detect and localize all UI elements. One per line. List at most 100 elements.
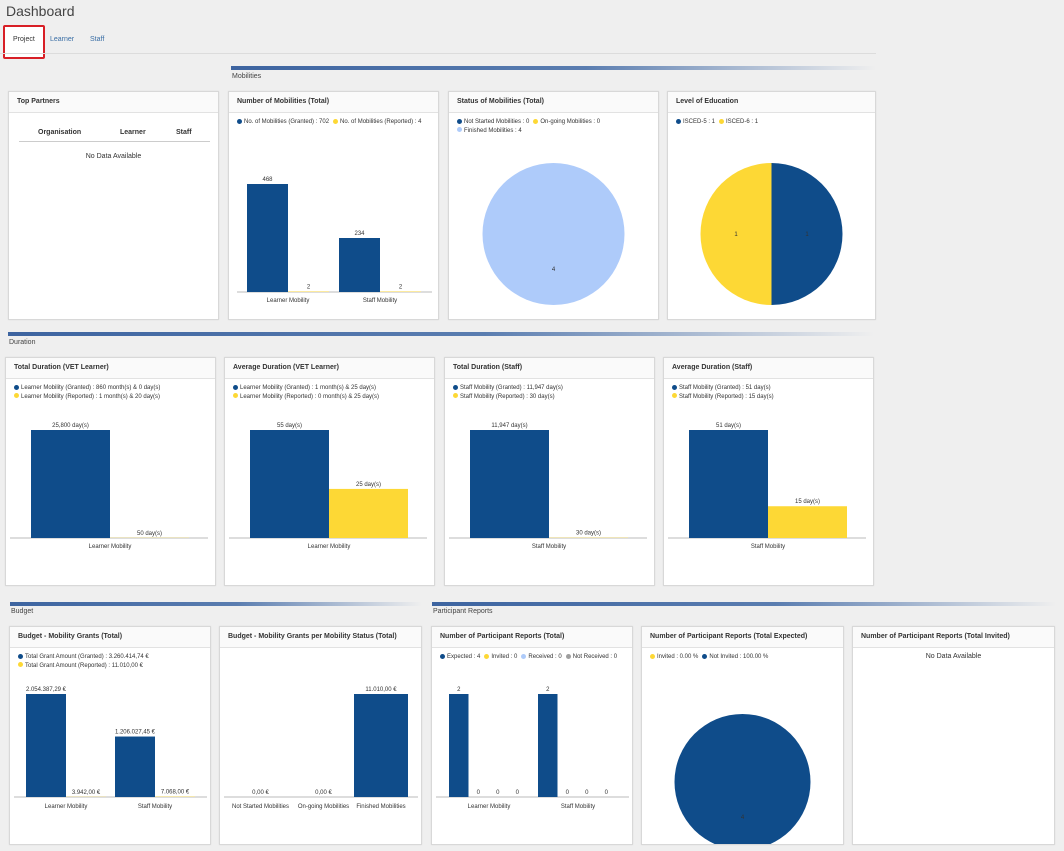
category-label: Learner Mobility <box>308 544 351 550</box>
legend-label: ISCED-5 : 1 <box>683 119 716 125</box>
category-label: On-going Mobilities <box>298 804 349 810</box>
legend-item[interactable]: Total Grant Amount (Reported) : 11.010,0… <box>18 662 143 671</box>
card-participant-reports-total: Number of Participant Reports (Total) Ex… <box>431 626 633 845</box>
card-average-duration-staff: Average Duration (Staff) Staff Mobility … <box>663 357 874 586</box>
card-title: Status of Mobilities (Total) <box>449 92 658 113</box>
data-label: 7.068,00 € <box>161 790 190 796</box>
data-label: 30 day(s) <box>576 531 601 537</box>
legend: Expected : 4 Invited : 0 Received : 0 Not R… <box>440 653 628 662</box>
column-header-organisation[interactable]: Organisation <box>38 129 82 136</box>
card-title: Top Partners <box>9 92 218 113</box>
category-label: Staff Mobility <box>363 298 397 304</box>
legend: Not Started Mobilities : 0 On-going Mobil… <box>457 118 654 135</box>
section-bar-duration <box>8 332 874 336</box>
legend-item[interactable]: Learner Mobility (Reported) : 1 month(s)… <box>14 393 160 402</box>
card-total-duration-staff: Total Duration (Staff) Staff Mobility (G… <box>444 357 655 586</box>
section-label-duration: Duration <box>9 339 36 346</box>
data-label: 1.206.027,45 € <box>115 730 156 736</box>
data-label: 2 <box>399 285 403 291</box>
tab-staff[interactable]: Staff <box>90 36 105 43</box>
legend-item[interactable]: Staff Mobility (Reported) : 30 day(s) <box>453 393 555 402</box>
legend-item[interactable]: No. of Mobilities (Reported) : 4 <box>333 118 421 127</box>
data-label: 3.942,00 € <box>72 790 101 796</box>
legend-swatch <box>237 118 242 124</box>
card-title: Number of Participant Reports (Total Inv… <box>853 627 1054 648</box>
tab-divider <box>0 53 876 54</box>
legend-item[interactable]: ISCED-6 : 1 <box>719 118 758 127</box>
legend-item[interactable]: Invited : 0.00 % <box>650 653 698 662</box>
chart-average-duration-staff: 51 day(s) 15 day(s) Staff Mobility <box>668 423 866 550</box>
chart-mobilities-total: 468 2 Learner Mobility 234 2 Staff Mobility <box>237 177 432 304</box>
chart-mobilities-status: 4 <box>482 163 625 305</box>
legend-label: Received : 0 <box>528 654 562 660</box>
legend-label: Learner Mobility (Granted) : 1 month(s) … <box>240 385 377 391</box>
column-header-learner[interactable]: Learner <box>120 129 146 136</box>
data-label: 11.010,00 € <box>365 687 397 693</box>
legend-item[interactable]: Not Received : 0 <box>565 653 617 662</box>
chart-participant-reports-total: 2 0 0 0 Learner Mobility 2 0 0 0 Staff Mobility <box>436 687 629 810</box>
card-title: Average Duration (Staff) <box>664 358 873 379</box>
section-bar-mobilities <box>231 66 876 70</box>
legend-swatch <box>484 653 490 659</box>
category-label: Staff Mobility <box>561 804 595 810</box>
category-label: Finished Mobilities <box>356 804 405 810</box>
bar-staff-mobility-granted--0 <box>470 430 549 538</box>
section-label-budget: Budget <box>11 608 34 615</box>
legend-label: Staff Mobility (Granted) : 51 day(s) <box>679 385 771 391</box>
legend-item[interactable]: On-going Mobilities : 0 <box>533 118 600 127</box>
legend-item[interactable]: Staff Mobility (Granted) : 11,947 day(s) <box>453 384 563 393</box>
legend-item[interactable]: Expected : 4 <box>440 653 480 662</box>
legend-item[interactable]: Finished Mobilities : 4 <box>457 127 522 136</box>
slice-label: 4 <box>552 267 556 273</box>
data-label: 0 <box>516 790 520 796</box>
table-header: Organisation Learner Staff <box>19 129 210 142</box>
legend-item[interactable]: Not Invited : 100.00 % <box>702 653 768 662</box>
bar-expected-1 <box>538 694 558 797</box>
legend-swatch <box>453 393 458 398</box>
card-total-duration-vet: Total Duration (VET Learner) Learner Mob… <box>5 357 216 586</box>
data-label: 51 day(s) <box>716 423 741 429</box>
legend-item[interactable]: Learner Mobility (Reported) : 0 month(s)… <box>233 393 379 402</box>
legend-item[interactable]: Not Started Mobilities : 0 <box>457 118 529 127</box>
legend-item[interactable]: Received : 0 <box>521 653 562 662</box>
pie-slice-not-invited <box>674 714 811 844</box>
section-bar-participant-reports <box>432 602 1056 606</box>
legend-label: Learner Mobility (Reported) : 0 month(s)… <box>240 393 380 400</box>
legend-item[interactable]: Invited : 0 <box>484 653 517 662</box>
legend-item[interactable]: Staff Mobility (Reported) : 15 day(s) <box>672 393 774 402</box>
legend-swatch <box>440 653 445 659</box>
legend-label: Learner Mobility (Granted) : 860 month(s… <box>21 385 161 391</box>
legend-swatch <box>719 118 725 124</box>
legend-item[interactable]: ISCED-5 : 1 <box>676 118 715 127</box>
legend-swatch <box>233 393 238 398</box>
data-label: 468 <box>262 177 273 183</box>
column-header-staff[interactable]: Staff <box>176 129 192 136</box>
pie-slice-isced-5 <box>771 163 843 305</box>
legend-label: No. of Mobilities (Reported) : 4 <box>340 119 422 125</box>
empty-message: No Data Available <box>925 653 982 660</box>
legend-item[interactable]: Total Grant Amount (Granted) : 3.260.414… <box>18 653 149 662</box>
data-label: 25,800 day(s) <box>52 423 89 429</box>
data-label: 0 <box>605 790 609 796</box>
card-mobilities-status: Status of Mobilities (Total) Not Started… <box>448 91 659 320</box>
card-budget-total: Budget - Mobility Grants (Total) Total G… <box>9 626 211 845</box>
bar-staff-mobility-reported--0 <box>768 506 847 538</box>
legend-swatch <box>233 384 238 390</box>
legend-swatch <box>565 653 571 659</box>
legend-item[interactable]: Learner Mobility (Granted) : 860 month(s… <box>14 384 160 393</box>
legend-item[interactable]: No. of Mobilities (Granted) : 702 <box>237 118 329 127</box>
card-title: Budget - Mobility Grants (Total) <box>10 627 210 648</box>
legend-label: Invited : 0 <box>491 654 518 660</box>
data-label: 2 <box>546 687 550 693</box>
legend-item[interactable]: Learner Mobility (Granted) : 1 month(s) … <box>233 384 376 393</box>
data-label: 0 <box>477 790 481 796</box>
legend-item[interactable]: Staff Mobility (Granted) : 51 day(s) <box>672 384 771 393</box>
legend-label: Not Invited : 100.00 % <box>709 654 769 660</box>
data-label: 234 <box>354 231 365 237</box>
category-label: Learner Mobility <box>45 804 88 810</box>
tab-learner[interactable]: Learner <box>50 36 75 43</box>
card-title: Number of Mobilities (Total) <box>229 92 438 113</box>
legend-label: Not Started Mobilities : 0 <box>464 119 530 125</box>
chart-participant-reports-expected: 4 <box>674 714 811 844</box>
category-label: Not Started Mobilities <box>232 804 289 810</box>
